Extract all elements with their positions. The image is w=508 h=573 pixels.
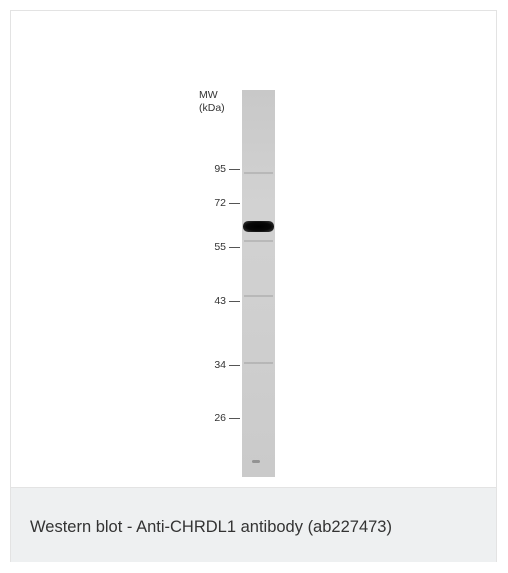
marker-tick <box>229 247 240 248</box>
marker-43: 43 <box>196 294 242 308</box>
lane-faint-band <box>244 362 273 364</box>
marker-tick <box>229 301 240 302</box>
lane-faint-band <box>244 295 273 297</box>
marker-tick <box>229 169 240 170</box>
marker-value: 43 <box>214 295 226 307</box>
marker-72: 72 <box>196 196 242 210</box>
marker-value: 72 <box>214 197 226 209</box>
marker-34: 34 <box>196 358 242 372</box>
marker-value: 55 <box>214 241 226 253</box>
caption-bar: Western blot - Anti-CHRDL1 antibody (ab2… <box>11 487 496 562</box>
lane-faint-band <box>244 172 273 174</box>
image-card: MW (kDa) 95 72 55 43 34 26 <box>10 10 497 562</box>
marker-55: 55 <box>196 240 242 254</box>
marker-tick <box>229 365 240 366</box>
mw-label: MW <box>199 89 218 101</box>
marker-95: 95 <box>196 162 242 176</box>
blot-lane <box>242 90 275 477</box>
protein-band <box>243 221 274 232</box>
lane-faint-band <box>244 240 273 242</box>
western-blot-figure[interactable]: MW (kDa) 95 72 55 43 34 26 <box>11 11 496 487</box>
kda-label: (kDa) <box>199 102 225 114</box>
lane-spot <box>252 460 260 463</box>
marker-tick <box>229 418 240 419</box>
image-caption: Western blot - Anti-CHRDL1 antibody (ab2… <box>30 518 392 536</box>
marker-value: 95 <box>214 163 226 175</box>
marker-value: 26 <box>214 412 226 424</box>
marker-value: 34 <box>214 359 226 371</box>
marker-26: 26 <box>196 411 242 425</box>
marker-tick <box>229 203 240 204</box>
